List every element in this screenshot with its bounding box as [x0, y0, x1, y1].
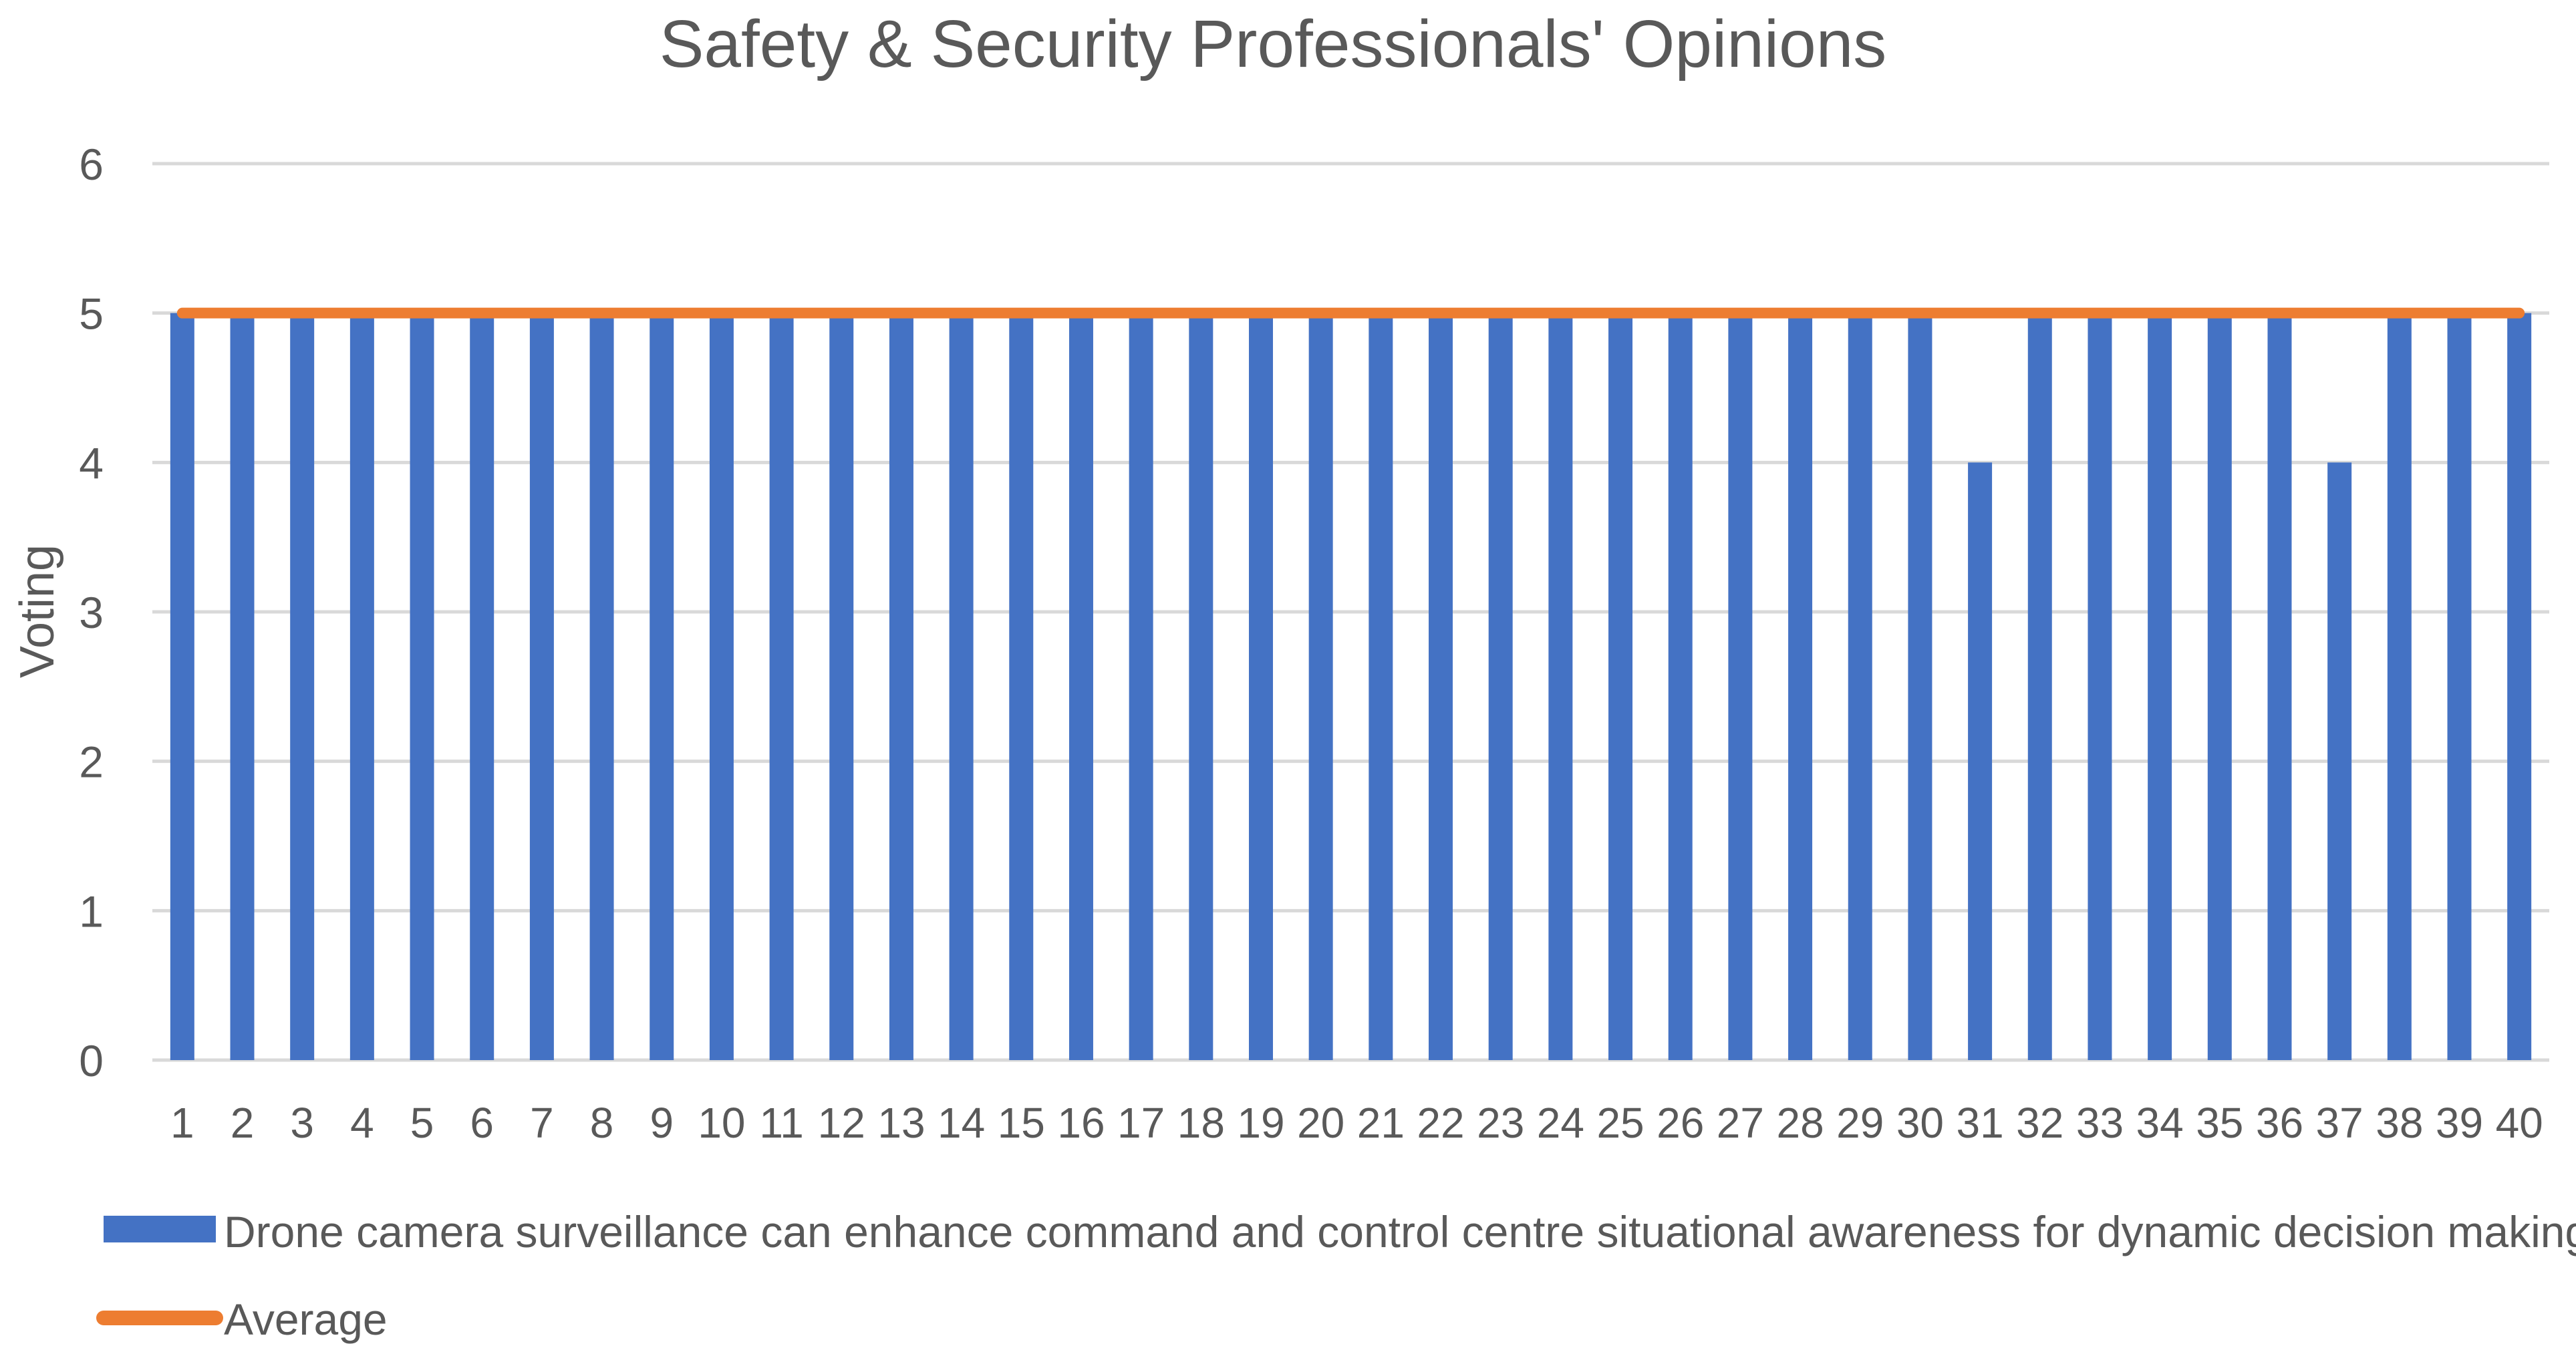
x-tick-label-2: 2	[231, 1099, 255, 1147]
x-tick-label-20: 20	[1297, 1099, 1344, 1147]
bar-7	[529, 313, 554, 1061]
x-tick-label-26: 26	[1657, 1099, 1704, 1147]
y-tick-label-5: 5	[79, 289, 104, 339]
bar-5	[410, 313, 434, 1061]
x-tick-label-19: 19	[1237, 1099, 1284, 1147]
bar-8	[589, 313, 614, 1061]
bar-10	[709, 313, 734, 1061]
x-tick-labels: 1 2 3 4 5 6 7 8 9 10 11 12 13 14 15 16 17 18 19 20 21 22 23 24 2…	[170, 1099, 2543, 1147]
bar-37	[2327, 462, 2352, 1060]
bar-26	[1668, 313, 1693, 1061]
x-tick-label-28: 28	[1776, 1099, 1824, 1147]
x-tick-label-35: 35	[2196, 1099, 2243, 1147]
bar-17	[1129, 313, 1153, 1061]
y-tick-label-2: 2	[79, 737, 104, 787]
bar-12	[829, 313, 854, 1061]
x-tick-label-15: 15	[998, 1099, 1045, 1147]
bar-28	[1788, 313, 1813, 1061]
bar-32	[2027, 313, 2052, 1061]
x-tick-label-24: 24	[1537, 1099, 1584, 1147]
bar-2	[230, 313, 255, 1061]
bar-29	[1848, 313, 1872, 1061]
y-tick-label-6: 6	[79, 140, 104, 189]
bar-27	[1728, 313, 1753, 1061]
y-tick-label-4: 4	[79, 438, 104, 488]
y-tick-label-0: 0	[79, 1036, 104, 1085]
y-axis-label: Voting	[11, 544, 64, 678]
x-tick-label-1: 1	[170, 1099, 194, 1147]
x-tick-label-38: 38	[2376, 1099, 2423, 1147]
x-tick-label-14: 14	[938, 1099, 985, 1147]
x-tick-label-11: 11	[759, 1099, 803, 1147]
bar-3	[290, 313, 315, 1061]
bar-1	[170, 313, 194, 1061]
bar-20	[1308, 313, 1333, 1061]
x-tick-label-16: 16	[1057, 1099, 1105, 1147]
bar-36	[2267, 313, 2292, 1061]
y-tick-label-3: 3	[79, 588, 104, 637]
bar-25	[1608, 313, 1633, 1061]
x-tick-label-5: 5	[410, 1099, 434, 1147]
bar-21	[1369, 313, 1393, 1061]
bar-22	[1429, 313, 1453, 1061]
x-tick-label-27: 27	[1717, 1099, 1764, 1147]
y-tick-labels: 0 1 2 3 4 5 6	[79, 140, 104, 1085]
bar-35	[2207, 313, 2232, 1061]
x-tick-label-34: 34	[2136, 1099, 2184, 1147]
x-tick-label-13: 13	[877, 1099, 925, 1147]
x-tick-label-25: 25	[1596, 1099, 1644, 1147]
chart-title: Safety & Security Professionals' Opinion…	[660, 7, 1887, 81]
bar-6	[470, 313, 494, 1061]
bar-series	[170, 313, 2532, 1061]
bar-34	[2148, 313, 2172, 1061]
x-tick-label-8: 8	[590, 1099, 614, 1147]
bar-30	[1908, 313, 1933, 1061]
x-tick-label-40: 40	[2496, 1099, 2543, 1147]
x-tick-label-32: 32	[2016, 1099, 2063, 1147]
bar-33	[2088, 313, 2112, 1061]
x-tick-label-31: 31	[1956, 1099, 2003, 1147]
x-tick-label-33: 33	[2076, 1099, 2124, 1147]
x-tick-label-22: 22	[1417, 1099, 1464, 1147]
x-tick-label-36: 36	[2256, 1099, 2303, 1147]
x-tick-label-30: 30	[1896, 1099, 1944, 1147]
bar-13	[889, 313, 913, 1061]
bar-9	[650, 313, 674, 1061]
x-tick-label-37: 37	[2316, 1099, 2364, 1147]
legend-label-average: Average	[224, 1295, 388, 1344]
bar-24	[1548, 313, 1573, 1061]
x-tick-label-21: 21	[1357, 1099, 1405, 1147]
legend-label-bars: Drone camera surveillance can enhance co…	[224, 1207, 2576, 1256]
x-tick-label-6: 6	[470, 1099, 494, 1147]
bar-31	[1968, 462, 1993, 1060]
x-tick-label-29: 29	[1836, 1099, 1884, 1147]
bar-38	[2387, 313, 2412, 1061]
legend: Drone camera surveillance can enhance co…	[96, 1207, 2576, 1344]
x-tick-label-4: 4	[350, 1099, 374, 1147]
bar-4	[349, 313, 374, 1061]
x-tick-label-9: 9	[650, 1099, 674, 1147]
bar-40	[2507, 313, 2532, 1061]
x-tick-label-10: 10	[698, 1099, 745, 1147]
bar-19	[1248, 313, 1273, 1061]
bar-11	[769, 313, 794, 1061]
x-tick-label-3: 3	[290, 1099, 314, 1147]
bar-18	[1189, 313, 1213, 1061]
x-tick-label-23: 23	[1477, 1099, 1524, 1147]
bar-39	[2447, 313, 2472, 1061]
bar-16	[1068, 313, 1093, 1061]
legend-swatch-bars	[104, 1216, 216, 1242]
gridlines	[152, 162, 2549, 1062]
x-tick-label-39: 39	[2436, 1099, 2483, 1147]
bar-14	[949, 313, 974, 1061]
x-tick-label-7: 7	[530, 1099, 554, 1147]
x-tick-label-18: 18	[1177, 1099, 1225, 1147]
y-tick-label-1: 1	[79, 886, 104, 936]
x-tick-label-17: 17	[1117, 1099, 1165, 1147]
bar-23	[1488, 313, 1513, 1061]
x-tick-label-12: 12	[818, 1099, 865, 1147]
bar-15	[1009, 313, 1034, 1061]
